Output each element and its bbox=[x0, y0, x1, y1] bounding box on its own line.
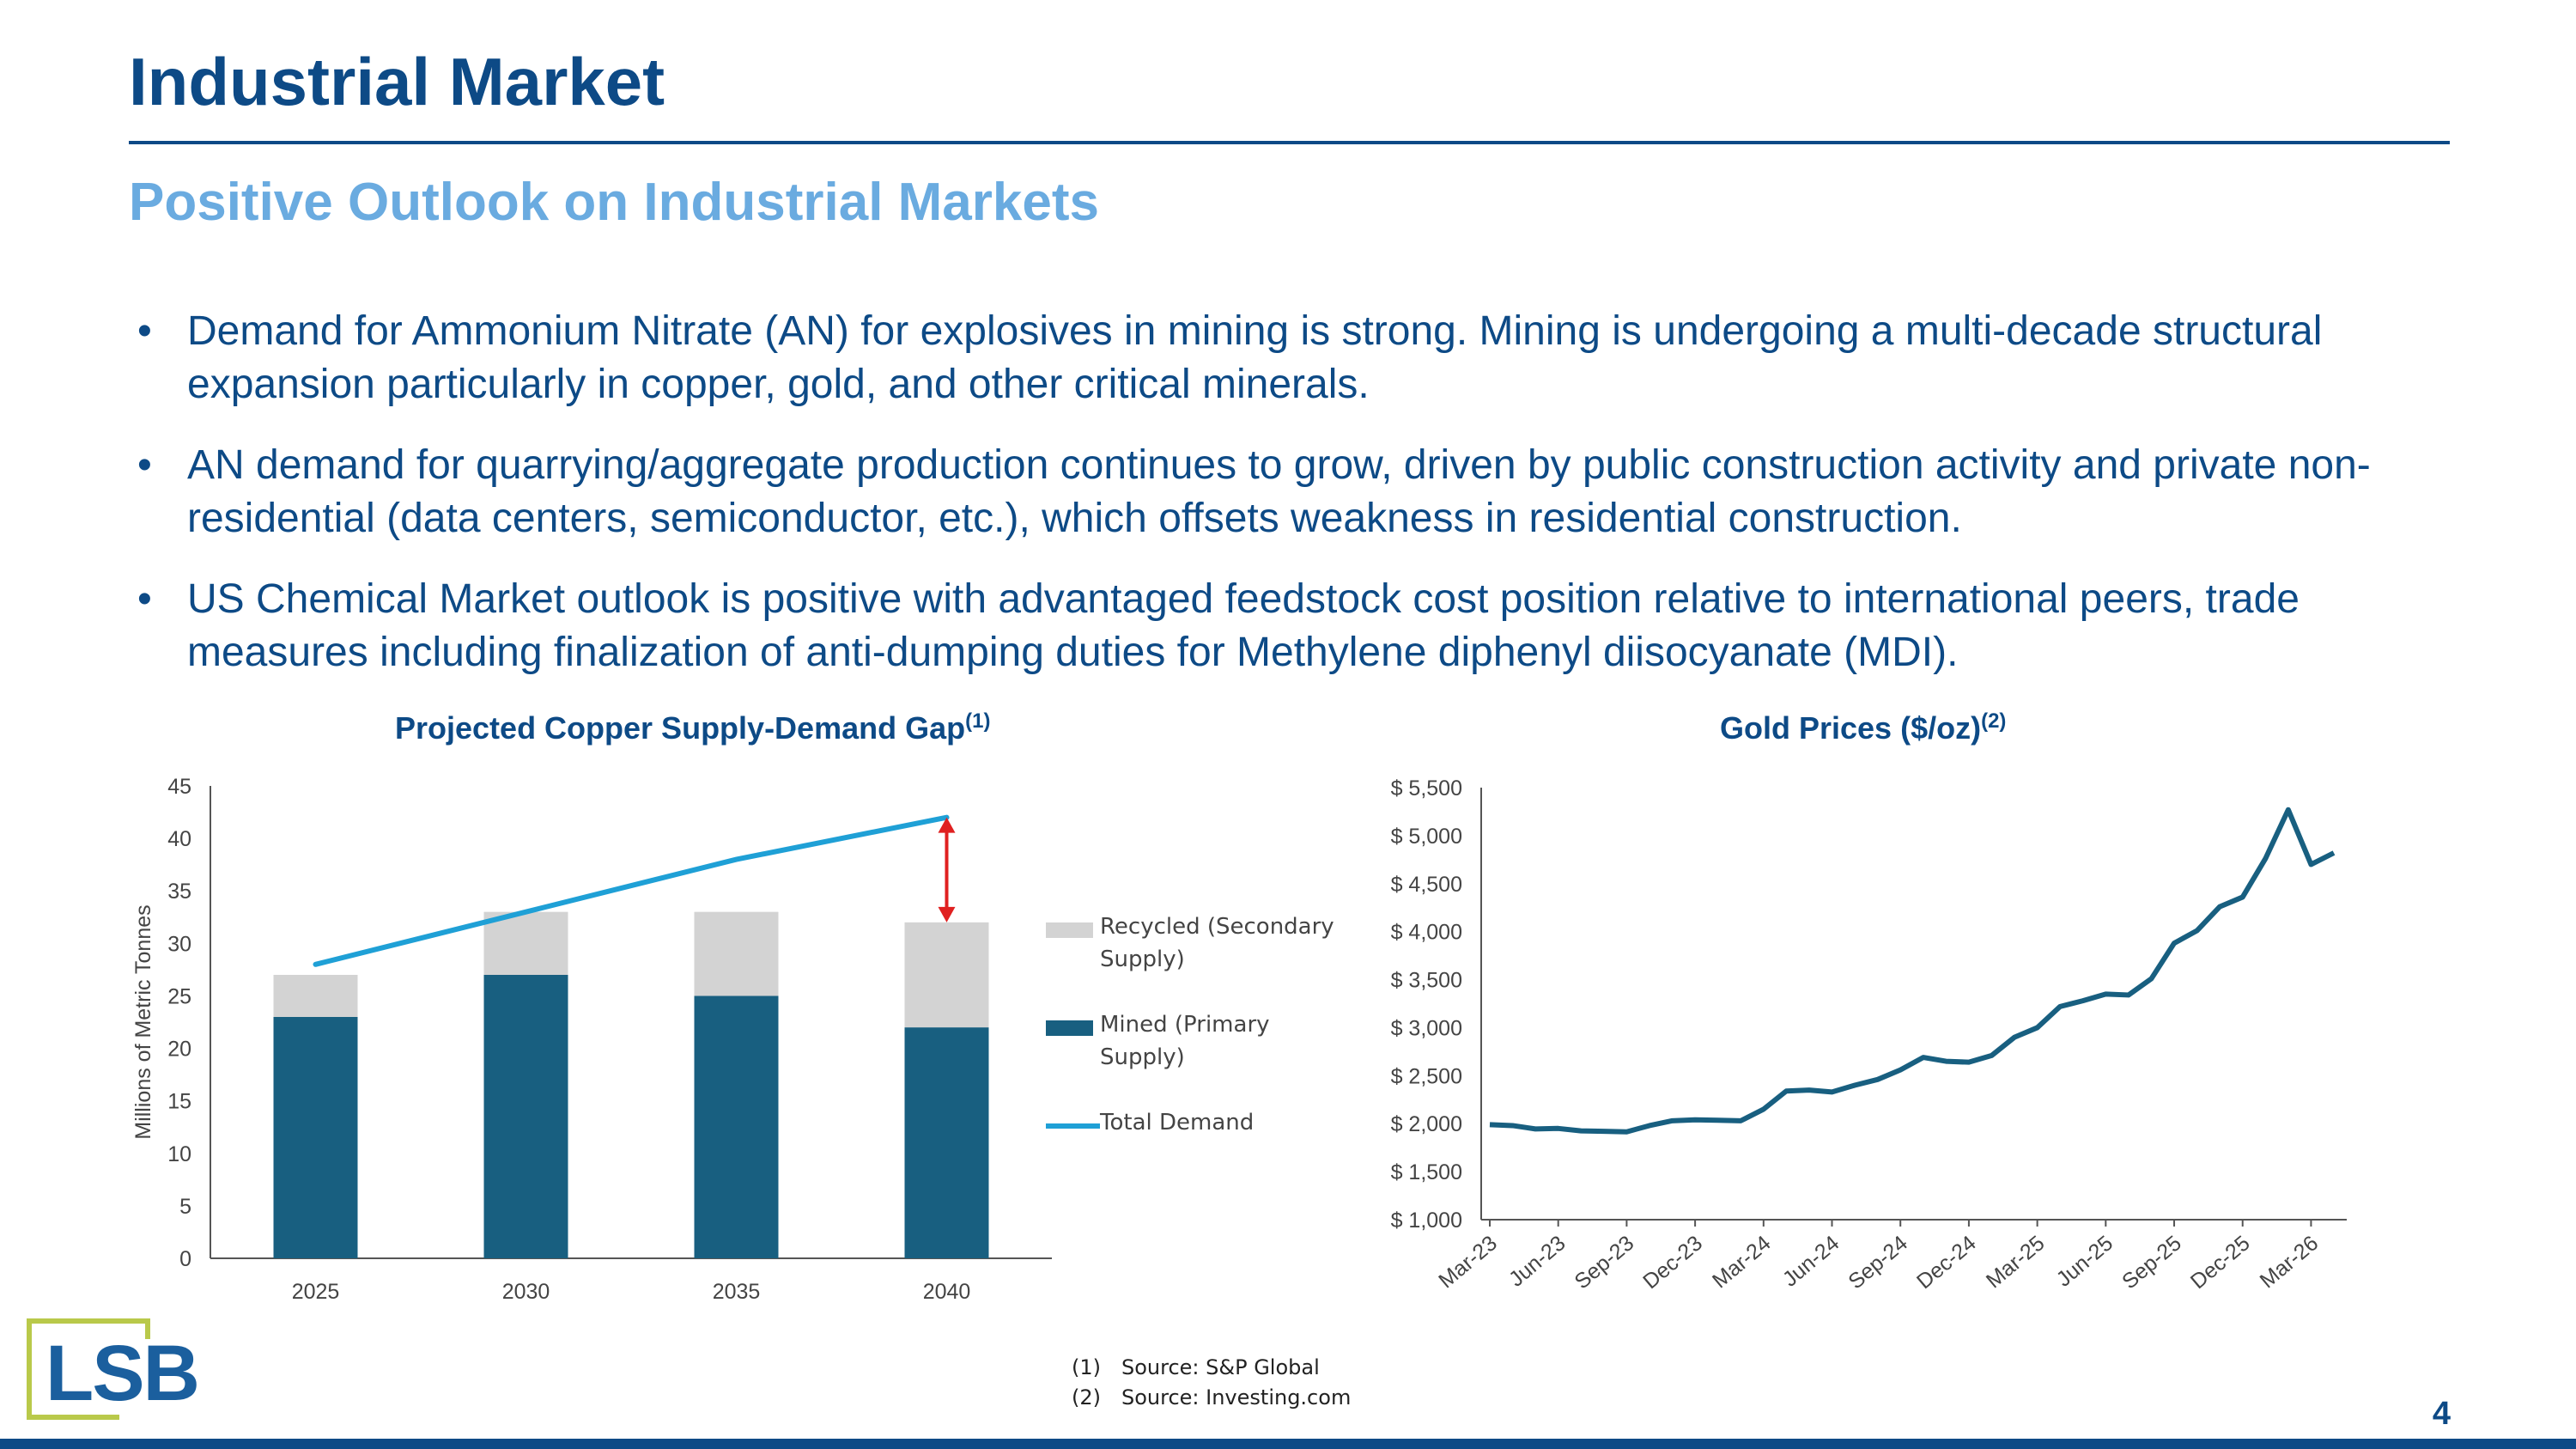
bullet-item: • Demand for Ammonium Nitrate (AN) for e… bbox=[137, 305, 2456, 411]
y-tick-label: 35 bbox=[167, 880, 191, 904]
x-tick-label: Sep-25 bbox=[2117, 1231, 2186, 1294]
x-tick-label: Mar-23 bbox=[1434, 1231, 1502, 1293]
footnote-2: (2) Source: Investing.com bbox=[1072, 1383, 1351, 1413]
legend-item-demand: Total Demand bbox=[1046, 1106, 1338, 1139]
footnotes: (1) Source: S&P Global (2) Source: Investi… bbox=[1072, 1353, 1351, 1413]
bar-recycled bbox=[904, 922, 989, 1028]
x-tick-label: Mar-25 bbox=[1982, 1231, 2050, 1293]
x-tick-label: Jun-24 bbox=[1778, 1231, 1844, 1292]
legend-label-recycled: Recycled (Secondary Supply) bbox=[1100, 914, 1334, 972]
bar-recycled bbox=[483, 911, 568, 975]
page-title: Industrial Market bbox=[129, 44, 665, 119]
x-tick-label: 2040 bbox=[923, 1280, 971, 1304]
x-tick-label: Jun-23 bbox=[1504, 1231, 1571, 1292]
legend-swatch-recycled bbox=[1046, 922, 1093, 938]
x-tick-label: Sep-23 bbox=[1571, 1231, 1639, 1294]
legend-swatch-demand bbox=[1046, 1123, 1100, 1129]
legend-label-demand: Total Demand bbox=[1100, 1110, 1255, 1135]
gap-arrow-head-up bbox=[938, 817, 956, 833]
y-axis-label: Millions of Metric Tonnes bbox=[131, 904, 155, 1139]
footnote-number: (1) bbox=[1072, 1355, 1101, 1379]
bar-recycled bbox=[694, 911, 779, 996]
y-tick-label: $ 2,500 bbox=[1391, 1064, 1462, 1088]
gold-price-line bbox=[1489, 807, 2336, 1135]
bar-mined bbox=[273, 1016, 358, 1258]
y-tick-label: 20 bbox=[167, 1038, 191, 1062]
bar-mined bbox=[694, 995, 779, 1258]
bar-mined bbox=[483, 975, 568, 1258]
y-tick-label: $ 2,000 bbox=[1391, 1112, 1462, 1136]
lsb-logo: LSB bbox=[27, 1318, 233, 1420]
y-tick-label: $ 5,000 bbox=[1391, 825, 1462, 849]
y-tick-label: 45 bbox=[167, 775, 191, 799]
x-tick-label: 2030 bbox=[502, 1280, 550, 1304]
bullet-item: • AN demand for quarrying/aggregate prod… bbox=[137, 439, 2456, 545]
y-tick-label: $ 4,000 bbox=[1391, 921, 1462, 945]
legend-item-mined: Mined (Primary Supply) bbox=[1046, 1008, 1338, 1074]
footnote-1: (1) Source: S&P Global bbox=[1072, 1353, 1351, 1383]
x-tick-label: Sep-24 bbox=[1844, 1231, 1912, 1294]
y-tick-label: $ 3,000 bbox=[1391, 1016, 1462, 1040]
page-subtitle: Positive Outlook on Industrial Markets bbox=[129, 173, 1099, 232]
gold-chart: $ 1,000 $ 1,500 $ 2,000 $ 2,500 $ 3,000 $ 3,5… bbox=[1391, 776, 2347, 1294]
x-tick-label: Mar-26 bbox=[2256, 1231, 2324, 1293]
gold-chart-title-footnote: (2) bbox=[1981, 709, 2007, 733]
copper-chart-legend: Recycled (Secondary Supply) Mined (Prima… bbox=[1046, 910, 1338, 1172]
y-tick-label: $ 5,500 bbox=[1391, 776, 1462, 801]
copper-chart-title-text: Projected Copper Supply-Demand Gap bbox=[395, 710, 966, 746]
y-tick-label: $ 1,500 bbox=[1391, 1160, 1462, 1184]
bottom-bar bbox=[0, 1439, 2576, 1449]
x-tick-label: 2035 bbox=[713, 1280, 761, 1304]
bar-mined bbox=[904, 1027, 989, 1258]
y-tick-label: $ 4,500 bbox=[1391, 873, 1462, 897]
copper-chart-title: Projected Copper Supply-Demand Gap(1) bbox=[395, 709, 990, 746]
y-tick-label: 40 bbox=[167, 827, 191, 851]
bullet-text: US Chemical Market outlook is positive w… bbox=[187, 576, 2300, 675]
legend-label-mined: Mined (Primary Supply) bbox=[1100, 1012, 1270, 1070]
x-tick-label: Dec-23 bbox=[1638, 1231, 1707, 1294]
page-number: 4 bbox=[2432, 1396, 2451, 1432]
gold-chart-title-text: Gold Prices ($/oz) bbox=[1720, 710, 1982, 746]
x-tick-label: 2025 bbox=[292, 1280, 340, 1304]
x-tick-label: Dec-25 bbox=[2186, 1231, 2255, 1294]
copper-chart-title-footnote: (1) bbox=[965, 709, 991, 733]
bullet-dot-icon: • bbox=[137, 442, 152, 488]
y-tick-label: 0 bbox=[179, 1247, 191, 1271]
logo-frame bbox=[27, 1318, 119, 1420]
y-tick-label: 15 bbox=[167, 1090, 191, 1114]
x-tick-label: Dec-24 bbox=[1912, 1231, 1981, 1294]
logo-frame-corner bbox=[119, 1318, 150, 1339]
bullet-dot-icon: • bbox=[137, 576, 152, 622]
total-demand-line bbox=[313, 814, 950, 967]
bullet-text: Demand for Ammonium Nitrate (AN) for exp… bbox=[187, 308, 2323, 407]
bar-recycled bbox=[273, 975, 358, 1017]
y-tick-label: 5 bbox=[179, 1195, 191, 1219]
y-tick-label: $ 3,500 bbox=[1391, 969, 1462, 993]
bullet-text: AN demand for quarrying/aggregate produc… bbox=[187, 442, 2371, 541]
y-tick-label: 10 bbox=[167, 1142, 191, 1166]
footnote-text: Source: Investing.com bbox=[1121, 1385, 1352, 1409]
title-divider bbox=[129, 141, 2450, 144]
footnote-text: Source: S&P Global bbox=[1121, 1355, 1320, 1379]
y-tick-label: $ 1,000 bbox=[1391, 1209, 1462, 1233]
gap-arrow-head-down bbox=[938, 906, 956, 922]
footnote-number: (2) bbox=[1072, 1385, 1101, 1409]
gold-chart-title: Gold Prices ($/oz)(2) bbox=[1720, 709, 2006, 746]
legend-swatch-mined bbox=[1046, 1020, 1093, 1036]
x-tick-label: Jun-25 bbox=[2052, 1231, 2118, 1292]
legend-item-recycled: Recycled (Secondary Supply) bbox=[1046, 910, 1338, 976]
bullet-list: • Demand for Ammonium Nitrate (AN) for e… bbox=[137, 305, 2456, 707]
y-tick-label: 30 bbox=[167, 932, 191, 956]
bullet-item: • US Chemical Market outlook is positive… bbox=[137, 573, 2456, 679]
x-tick-label: Mar-24 bbox=[1708, 1231, 1776, 1293]
bullet-dot-icon: • bbox=[137, 308, 152, 354]
y-tick-label: 25 bbox=[167, 984, 191, 1008]
logo-text: LSB bbox=[46, 1330, 200, 1417]
